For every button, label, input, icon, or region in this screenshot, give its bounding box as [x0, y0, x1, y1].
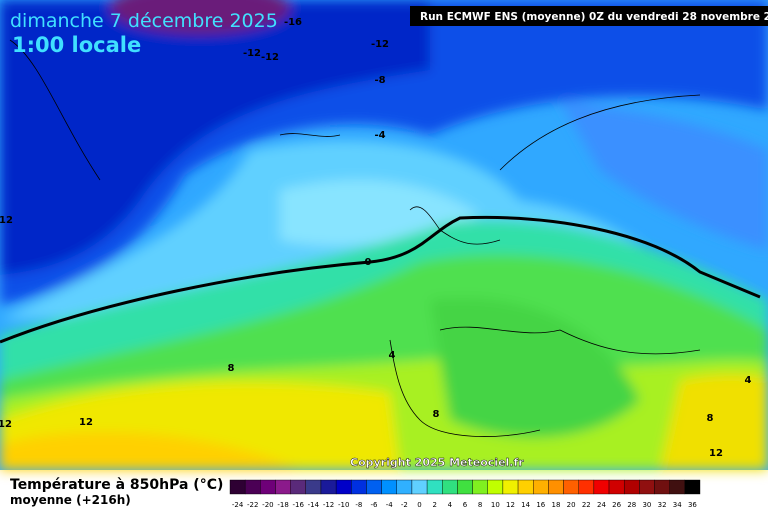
colorbar-label: 24 — [597, 501, 606, 509]
contour-label: 12 — [0, 419, 12, 430]
colorbar-label: -18 — [277, 501, 288, 509]
color-swatch — [457, 479, 473, 495]
contour-label: -4 — [374, 130, 385, 141]
colorbar-label: -4 — [386, 501, 394, 509]
color-swatch — [396, 479, 413, 495]
colorbar-label: 6 — [463, 501, 468, 509]
contour-label: 12 — [709, 448, 723, 459]
colorbar-label: 34 — [673, 501, 682, 509]
colorbar-label: 32 — [658, 501, 667, 509]
colorbar-label: 2 — [432, 501, 436, 509]
contour-label: -12 — [261, 52, 279, 63]
temperature-field — [0, 0, 768, 470]
colorbar-label: 12 — [506, 501, 515, 509]
color-swatch — [623, 479, 640, 495]
colorbar-label: -6 — [371, 501, 379, 509]
color-swatch — [548, 479, 564, 495]
colorbar-label: 0 — [417, 501, 421, 509]
contour-label: -12 — [371, 39, 389, 50]
color-swatch — [442, 479, 458, 495]
color-swatch — [366, 479, 382, 495]
colorbar-label: 28 — [627, 501, 636, 509]
color-swatch — [411, 479, 428, 495]
color-swatch — [578, 479, 595, 495]
colorbar-label: 36 — [688, 501, 697, 509]
colorbar-label: -20 — [262, 501, 273, 509]
colorbar-label: 30 — [642, 501, 651, 509]
colorbar-label: -14 — [308, 501, 320, 509]
legend-title: Température à 850hPa (°C) — [10, 477, 223, 493]
color-swatch — [684, 479, 701, 495]
run-box — [410, 6, 768, 26]
colorbar-label: -24 — [232, 501, 244, 509]
time: 1:00 locale — [12, 33, 141, 57]
colorbar-label: 22 — [582, 501, 591, 509]
colorbar-label: -8 — [355, 501, 362, 509]
color-swatch — [608, 479, 625, 495]
contour-label: -12 — [243, 48, 261, 59]
color-swatch — [563, 479, 579, 495]
colorbar-label: 20 — [567, 501, 576, 509]
contour-label: 8 — [228, 363, 235, 374]
colorbar: -24 -22 -20 -18 -16 -14 -12 -10 -8 -6 -4 -2 0 2 4 6 8 10 1… — [229, 479, 701, 509]
copyright: Copyright 2025 Meteociel.fr — [350, 456, 524, 469]
color-swatch — [229, 479, 246, 495]
color-swatch — [260, 479, 276, 495]
color-swatch — [487, 479, 504, 495]
zero-isotherm — [0, 216, 761, 344]
colorbar-label: -12 — [323, 501, 334, 509]
colorbar-label: -2 — [401, 501, 408, 509]
colorbar-label: 8 — [478, 501, 482, 509]
color-swatch — [502, 479, 519, 495]
color-swatch — [639, 479, 655, 495]
contour-label: -16 — [284, 17, 302, 28]
colorbar-label: 18 — [552, 501, 561, 509]
color-swatch — [426, 479, 443, 495]
colorbar-label: 10 — [491, 501, 500, 509]
color-swatch — [305, 479, 322, 495]
colorbar-label: 26 — [612, 501, 621, 509]
color-swatch — [290, 479, 307, 495]
contour-label: -8 — [374, 75, 385, 86]
color-swatch — [669, 479, 686, 495]
legend-subtitle: moyenne (+216h) — [10, 493, 131, 507]
contour-label: 4 — [389, 350, 396, 361]
colorbar-label: -10 — [338, 501, 349, 509]
colorbar-label: 4 — [448, 501, 453, 509]
color-swatch — [472, 479, 488, 495]
date: dimanche 7 décembre 2025 — [10, 10, 278, 32]
colorbar-label: 14 — [521, 501, 530, 509]
color-swatch — [320, 479, 337, 495]
color-swatch — [275, 479, 291, 495]
contour-label: 4 — [745, 375, 752, 386]
color-swatch — [335, 479, 352, 495]
contour-label: 12 — [0, 215, 13, 226]
color-swatch — [654, 479, 670, 495]
contour-label: 0 — [365, 257, 372, 268]
color-swatch — [533, 479, 549, 495]
colorbar-label: -22 — [247, 501, 258, 509]
run-info: Run ECMWF ENS (moyenne) 0Z du vendredi 2… — [420, 11, 768, 23]
color-swatch — [244, 479, 261, 495]
color-swatch — [381, 479, 397, 495]
colorbar-label: -16 — [293, 501, 305, 509]
contour-label: 12 — [79, 417, 93, 428]
colorbar-label: 16 — [536, 501, 545, 509]
contour-label: 8 — [707, 413, 714, 424]
color-swatch — [351, 479, 367, 495]
color-swatch — [593, 479, 610, 495]
color-swatch — [517, 479, 534, 495]
contour-label: 8 — [433, 409, 440, 420]
